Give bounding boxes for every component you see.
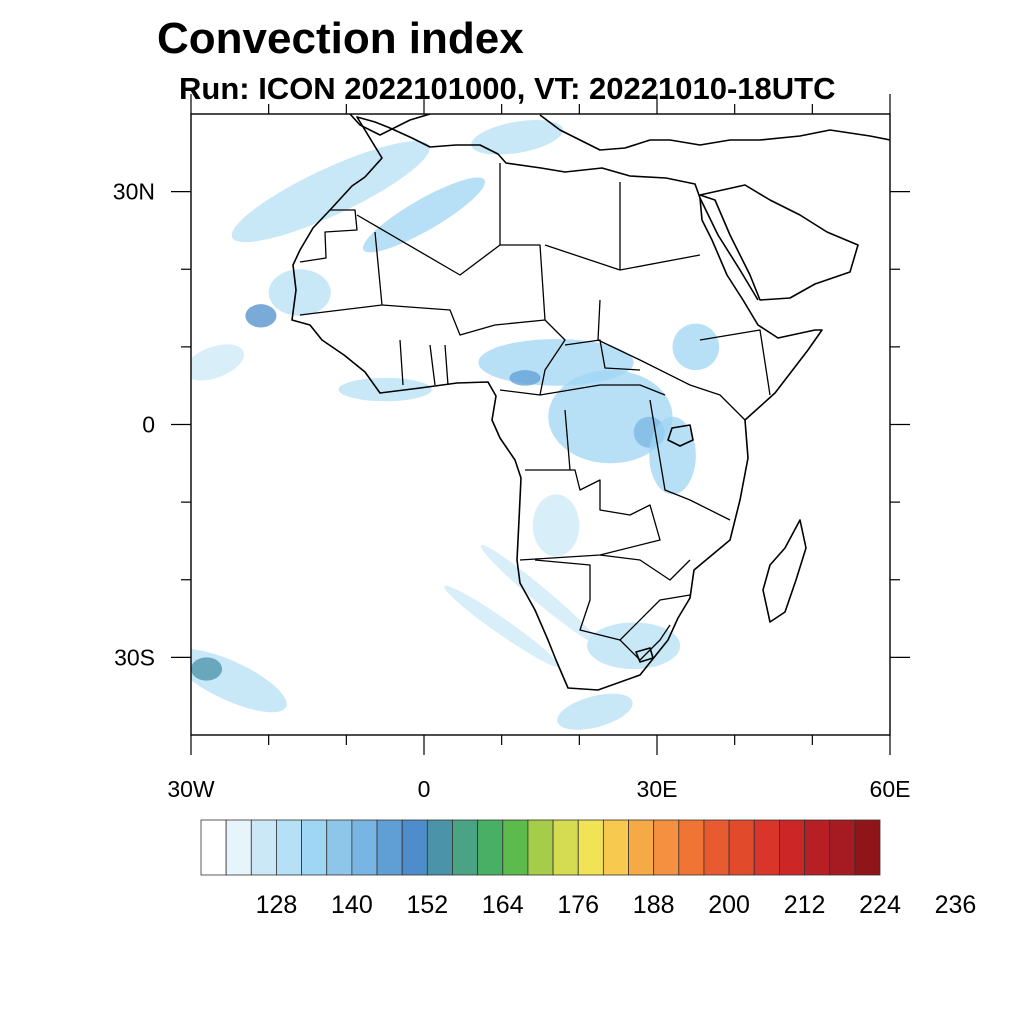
colorbar-label: 152 (406, 891, 448, 919)
colorbar-swatch (628, 819, 655, 876)
europe-coastline (539, 114, 890, 151)
colorbar-label: 140 (331, 891, 373, 919)
colorbar-swatch (477, 819, 504, 876)
convection-region (191, 344, 244, 381)
lat-tick-label: 30S (114, 644, 155, 670)
colorbar-label: 200 (708, 891, 750, 919)
colorbar-swatch (527, 819, 554, 876)
convection-region (471, 119, 564, 155)
colorbar-swatch (804, 819, 831, 876)
convection-region (362, 177, 486, 253)
colorbar-swatch (678, 819, 705, 876)
colorbar-swatch (753, 819, 780, 876)
lon-tick-label: 60E (870, 776, 911, 802)
madagascar-coastline (762, 519, 807, 623)
convection-region (444, 585, 560, 667)
colorbar-swatch (276, 819, 302, 876)
country-borders-layer (299, 163, 771, 661)
convection-region (268, 269, 331, 316)
lon-tick-label: 30E (637, 776, 678, 802)
africa-coastline (291, 116, 823, 691)
lat-tick-label: 30N (113, 179, 155, 205)
colorbar-swatch (401, 819, 428, 876)
border-line (599, 554, 691, 581)
lon-tick-label: 0 (418, 776, 431, 802)
border-line (381, 304, 546, 336)
colorbar-swatch (200, 819, 227, 876)
border-line (299, 209, 358, 263)
colorbar-swatch (326, 819, 353, 876)
border-line (564, 399, 731, 521)
colorbar-swatch (225, 819, 252, 876)
lon-tick-label: 30W (167, 776, 215, 802)
chart-subtitle: Run: ICON 2022101000, VT: 20221010-18UTC (179, 71, 836, 106)
border-line (597, 299, 691, 386)
colorbar-swatch (602, 819, 629, 876)
border-line (356, 214, 546, 321)
border-line (689, 329, 771, 421)
colorbar-swatch (653, 819, 680, 876)
colorbar-swatch (301, 819, 328, 876)
colorbar-label: 188 (633, 891, 675, 919)
convection-region (557, 693, 633, 730)
colorbar-swatch (854, 819, 881, 876)
border-line (519, 469, 661, 561)
border-line (619, 624, 671, 661)
colorbar-label: 236 (935, 891, 977, 919)
convection-region (191, 657, 223, 681)
colorbar-swatch (728, 819, 755, 876)
red-sea-coastline (699, 197, 759, 301)
iberia-coastline (349, 114, 431, 136)
colorbar: 128 140 152 164 176 188 200 212 224 236 (200, 819, 977, 919)
colorbar-label: 176 (557, 891, 599, 919)
colorbar-swatch (351, 819, 378, 876)
axis-ticks (171, 94, 910, 755)
colorbar-label: 164 (482, 891, 524, 919)
convection-region (480, 544, 601, 646)
axis-tick-labels: 30N 0 30S 30W 0 30E 60E (113, 179, 911, 802)
colorbar-label: 224 (859, 891, 901, 919)
colorbar-swatch (703, 819, 730, 876)
colorbar-swatch (250, 819, 277, 876)
convection-region (245, 304, 277, 328)
lake-victoria (667, 424, 694, 447)
convection-region (338, 377, 432, 402)
colorbar-swatch (577, 819, 604, 876)
colorbar-swatch (452, 819, 479, 876)
colorbar-swatch (376, 819, 403, 876)
colorbar-swatch (779, 819, 805, 876)
convection-region (231, 141, 430, 243)
border-line (534, 559, 691, 641)
border-line (539, 384, 666, 396)
colorbar-label: 128 (256, 891, 298, 919)
colorbar-swatch (426, 819, 453, 876)
convection-region (587, 622, 681, 670)
border-line (499, 319, 566, 396)
convection-region (672, 323, 720, 371)
colorbar-label: 212 (784, 891, 826, 919)
lat-tick-label: 0 (142, 412, 155, 438)
coastline-layer (291, 114, 890, 691)
border-line (564, 339, 641, 371)
convection-field-layer (191, 119, 720, 730)
chart-title: Convection index (157, 14, 524, 63)
convection-region (191, 649, 287, 713)
convection-region (532, 494, 580, 557)
colorbar-swatch (502, 819, 529, 876)
colorbar-swatch (829, 819, 856, 876)
border-line (399, 339, 449, 386)
colorbar-swatch (552, 819, 579, 876)
convection-region (649, 416, 696, 495)
arabia-coastline (699, 184, 859, 301)
border-line (544, 244, 701, 271)
convection-region (509, 370, 541, 386)
